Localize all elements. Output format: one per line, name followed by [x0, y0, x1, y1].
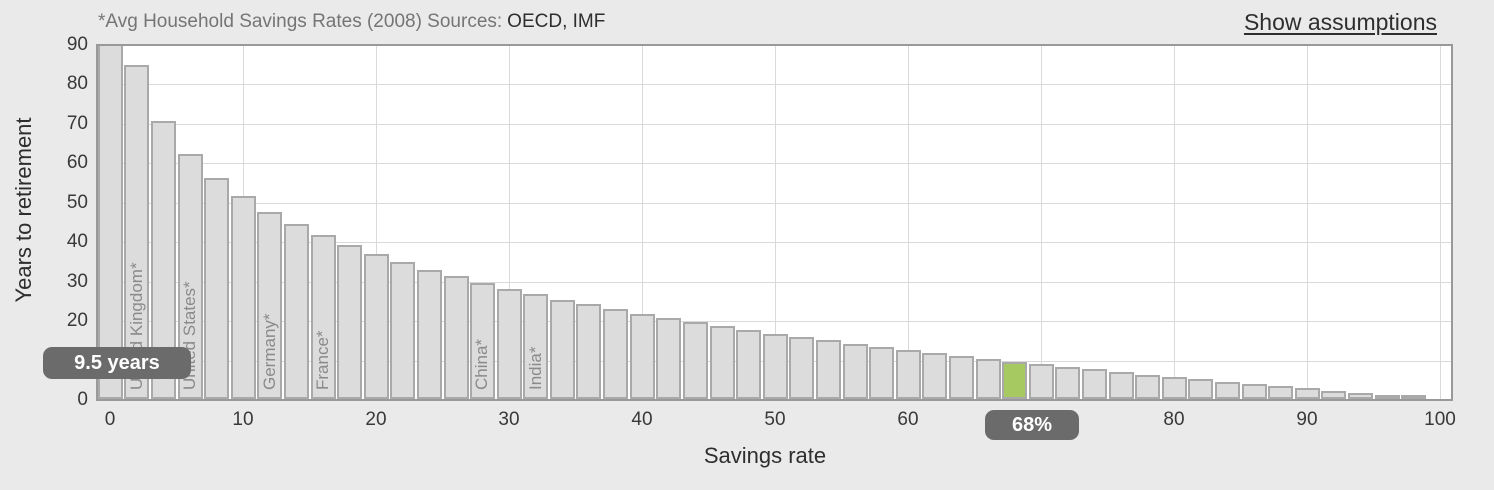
x-tick-label: 30 [498, 409, 520, 430]
h-grid-line [98, 203, 1451, 204]
bar-2pct [124, 65, 149, 399]
v-grid-line [1440, 46, 1441, 399]
bar-64pct [949, 356, 974, 399]
bar-34pct [550, 300, 575, 399]
x-tick-label: 80 [1163, 409, 1185, 430]
v-grid-line [1041, 46, 1042, 399]
bar-14pct [284, 224, 309, 399]
bar-12pct [257, 212, 282, 399]
country-label: France* [313, 330, 332, 390]
h-grid-line [98, 282, 1451, 283]
highlighted-bar-68pct [1002, 362, 1027, 399]
y-tick-label: 80 [66, 73, 88, 94]
show-assumptions-link[interactable]: Show assumptions [1243, 9, 1437, 35]
y-tick-label: 20 [66, 310, 88, 331]
chart-source-note: *Avg Household Savings Rates (2008) Sour… [98, 11, 605, 33]
h-grid-line [98, 124, 1451, 125]
h-grid-line [98, 242, 1451, 243]
bar-66pct [976, 359, 1001, 399]
v-grid-line [1307, 46, 1308, 399]
x-tick-label: 40 [631, 409, 653, 430]
bar-28pct [470, 283, 495, 399]
bar-10pct [231, 196, 256, 399]
h-grid-line [98, 163, 1451, 164]
bar-38pct [603, 309, 628, 399]
years-result-badge: 9.5 years [43, 347, 191, 379]
x-axis-title: Savings rate [703, 443, 827, 468]
bar-52pct [789, 337, 814, 399]
chart-source-note-sources: OECD, IMF [507, 11, 606, 32]
bar-22pct [390, 262, 415, 399]
country-label: Germany* [260, 313, 279, 390]
v-grid-line [642, 46, 643, 399]
y-tick-label: 60 [66, 152, 88, 173]
bar-76pct [1109, 372, 1134, 399]
savings-rate-slider-handle[interactable]: 68% [985, 410, 1079, 440]
v-grid-line [509, 46, 510, 399]
y-tick-label: 0 [77, 389, 88, 410]
chart-source-note-text: *Avg Household Savings Rates (2008) Sour… [98, 11, 503, 32]
x-tick-label: 20 [365, 409, 387, 430]
bar-30pct [497, 289, 522, 399]
country-label: India* [526, 346, 545, 390]
bar-88pct [1268, 386, 1293, 399]
bar-82pct [1188, 379, 1213, 399]
bar-58pct [869, 347, 894, 399]
v-grid-line [376, 46, 377, 399]
bar-40pct [630, 314, 655, 399]
bar-96pct [1375, 395, 1400, 399]
x-tick-label: 10 [232, 409, 254, 430]
h-grid-line [98, 321, 1451, 322]
bar-18pct [337, 245, 362, 399]
bar-98pct [1401, 395, 1426, 399]
bar-20pct [364, 254, 389, 399]
bar-60pct [896, 350, 921, 399]
bar-90pct [1295, 388, 1320, 399]
bar-8pct [204, 178, 229, 399]
bar-32pct [523, 294, 548, 399]
bar-16pct [311, 235, 336, 399]
bar-50pct [763, 334, 788, 399]
bar-48pct [736, 330, 761, 399]
x-tick-label: 60 [897, 409, 919, 430]
x-tick-label: 0 [104, 409, 116, 430]
v-grid-line [908, 46, 909, 399]
bar-26pct [444, 276, 469, 399]
bar-24pct [417, 270, 442, 399]
y-tick-label: 30 [66, 271, 88, 292]
bar-62pct [922, 353, 947, 399]
bar-92pct [1321, 391, 1346, 399]
x-tick-label: 90 [1296, 409, 1318, 430]
y-tick-label: 90 [66, 34, 88, 55]
v-grid-line [775, 46, 776, 399]
bar-42pct [656, 318, 681, 399]
x-tick-label: 100 [1424, 409, 1456, 430]
y-tick-label: 40 [66, 231, 88, 252]
bar-56pct [843, 344, 868, 399]
bar-0pct [98, 46, 123, 399]
bar-70pct [1029, 364, 1054, 399]
bar-74pct [1082, 369, 1107, 399]
country-label: China* [472, 338, 491, 390]
bar-54pct [816, 340, 841, 399]
bar-72pct [1055, 367, 1080, 399]
bar-86pct [1242, 384, 1267, 399]
bar-94pct [1348, 393, 1373, 399]
bar-44pct [683, 322, 708, 399]
y-tick-label: 70 [66, 113, 88, 134]
bar-80pct [1162, 377, 1187, 399]
v-grid-line [1174, 46, 1175, 399]
h-grid-line [98, 84, 1451, 85]
x-tick-label: 50 [764, 409, 786, 430]
bar-46pct [710, 326, 735, 399]
bar-78pct [1135, 375, 1160, 399]
y-tick-label: 50 [66, 192, 88, 213]
bar-84pct [1215, 382, 1240, 399]
plot-area: United Kingdom* United States* Germany* Fra… [96, 44, 1453, 401]
bar-36pct [576, 304, 601, 399]
